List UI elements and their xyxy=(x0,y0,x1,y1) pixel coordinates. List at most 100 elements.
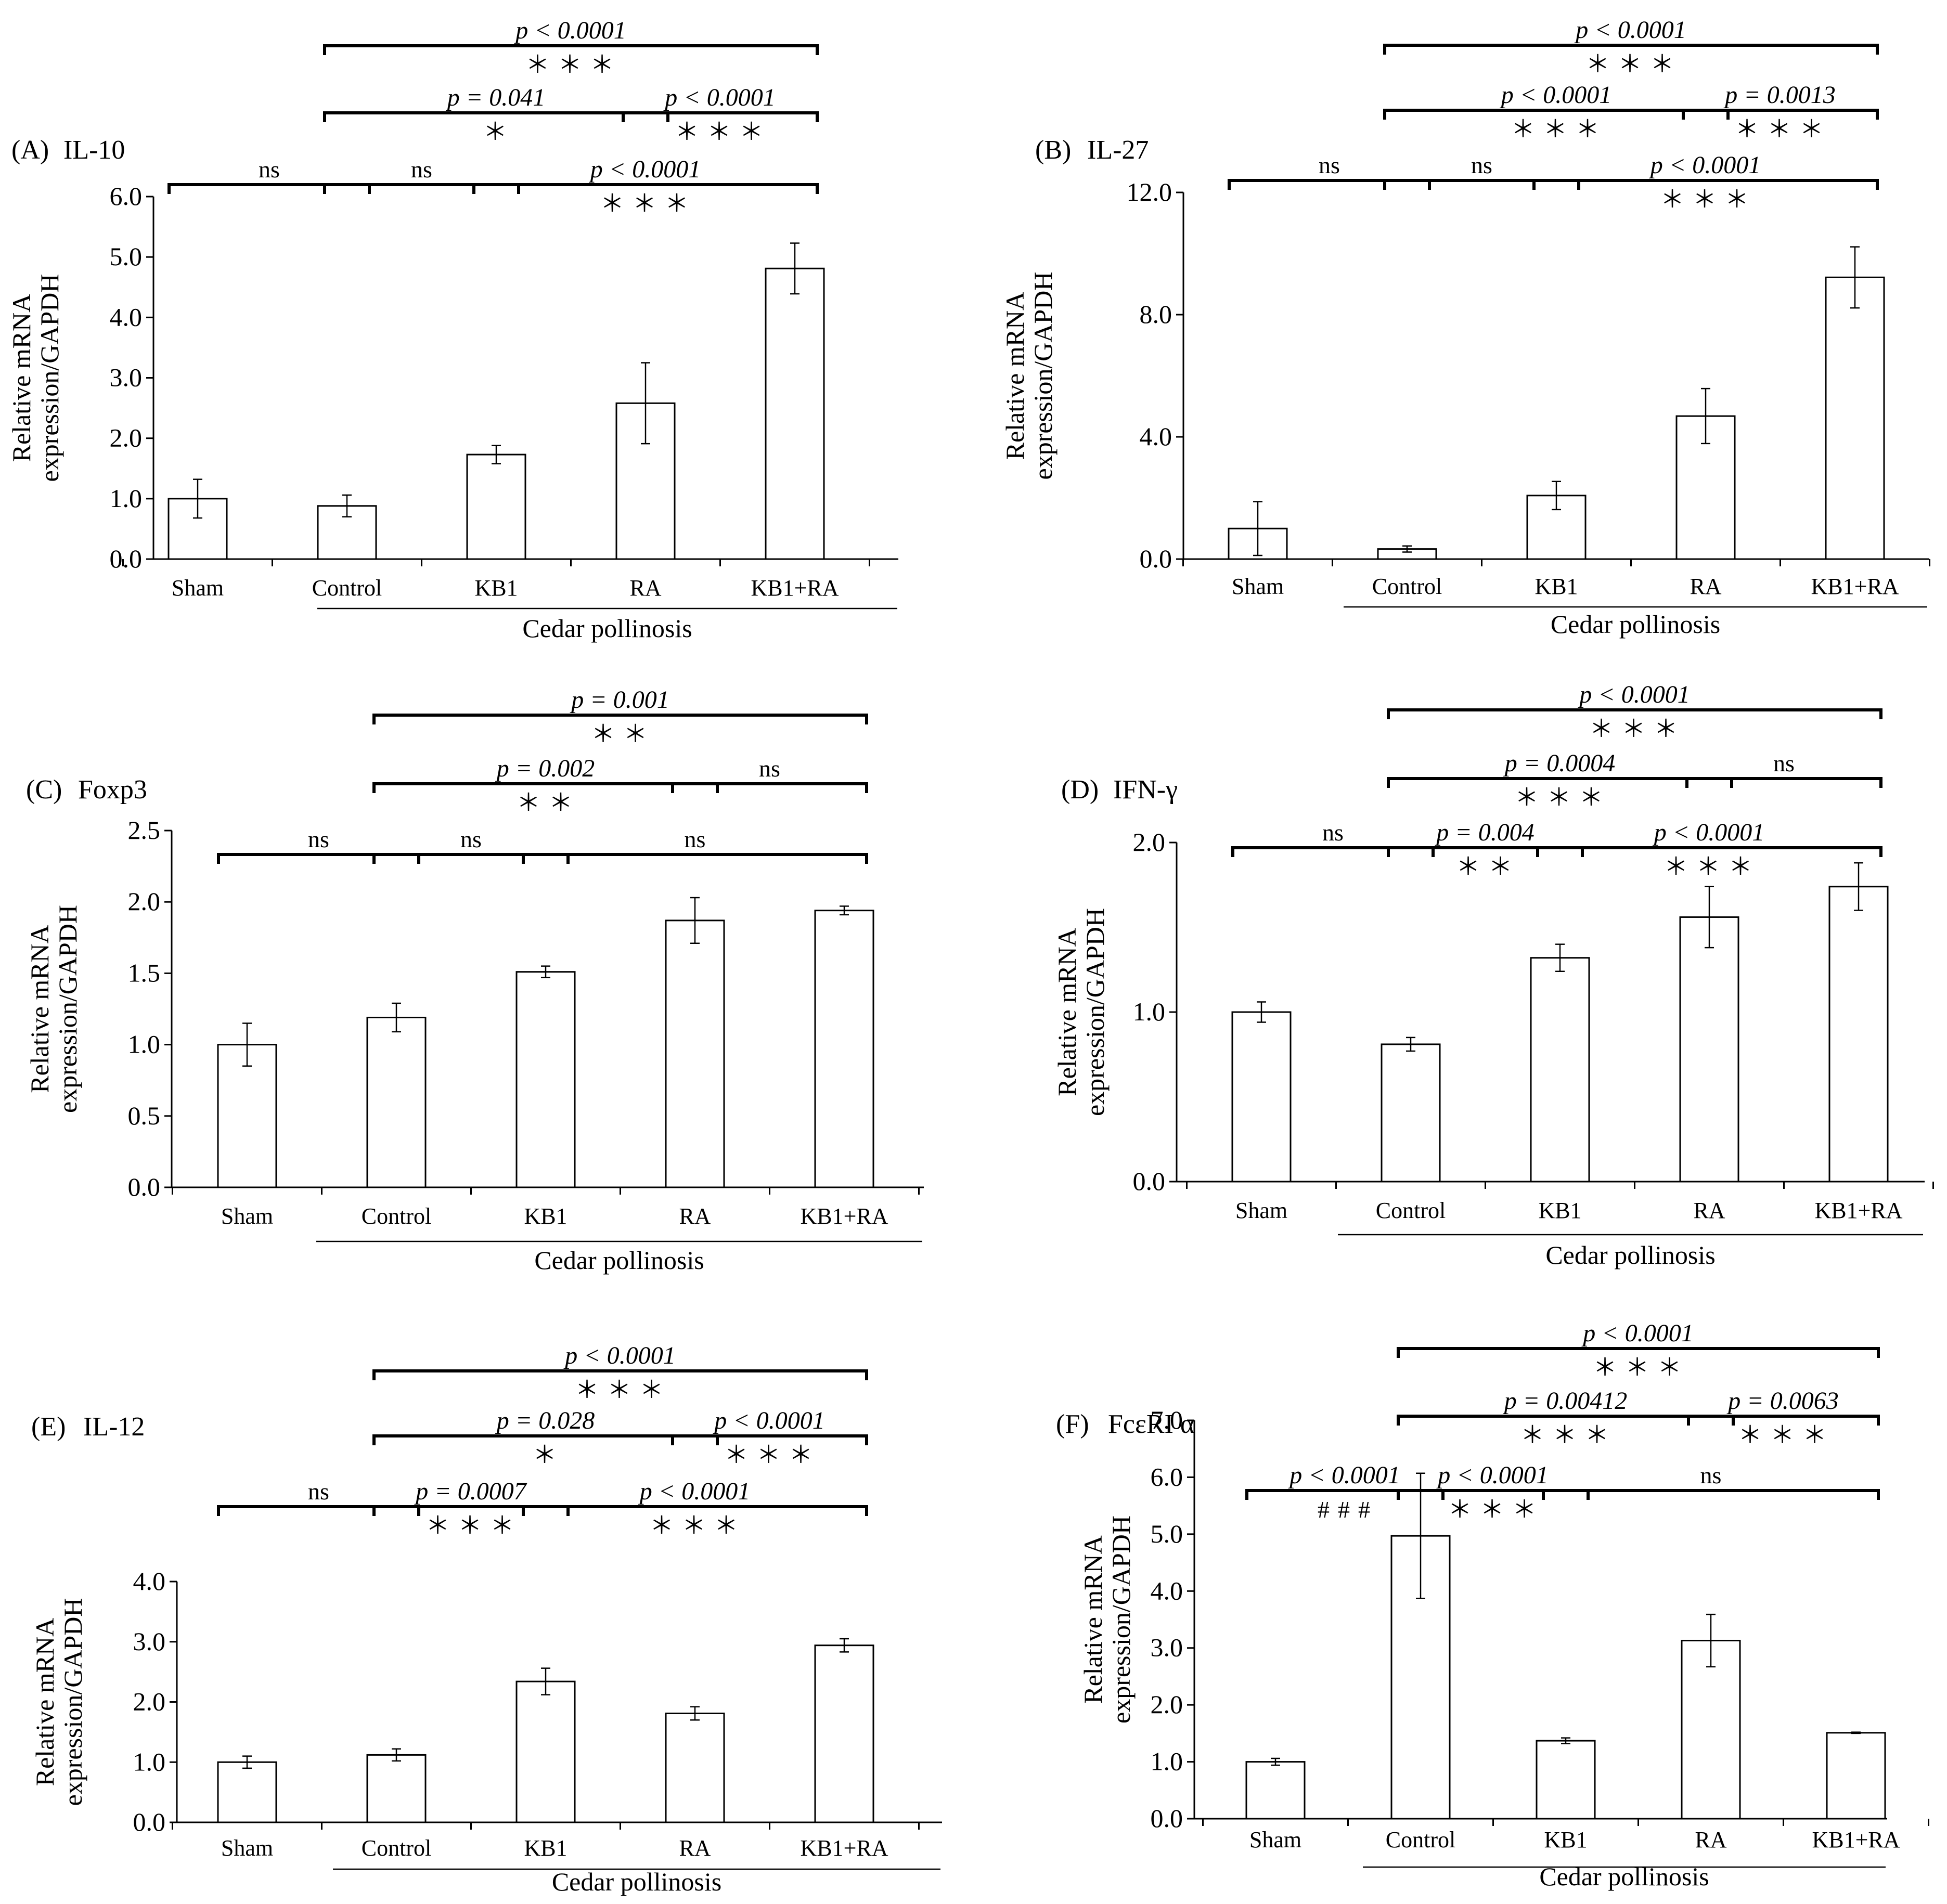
x-tick-label: RA xyxy=(679,1203,711,1229)
y-axis-label: Relative mRNA xyxy=(1078,1535,1107,1704)
significance-marker: ＊＊＊ xyxy=(1515,784,1611,811)
y-tick-label: 1.0 xyxy=(128,1030,161,1059)
significance-bracket: p = 0.028 ＊ xyxy=(372,1407,719,1468)
significance-bracket: ns xyxy=(323,156,520,194)
x-tick-label: Control xyxy=(1376,1198,1446,1223)
significance-marker: ＊＊＊ xyxy=(675,119,772,145)
x-tick-label: Sham xyxy=(221,1835,273,1861)
significance-marker: ＊ xyxy=(483,119,515,145)
x-tick-label: RA xyxy=(1695,1827,1726,1853)
significance-bracket: ns xyxy=(1542,1462,1880,1500)
significance-marker: ＊＊＊ xyxy=(1511,116,1608,143)
bracket-line xyxy=(372,853,570,864)
bracket-line xyxy=(372,1505,570,1516)
x-tick-label: Sham xyxy=(172,575,224,601)
significance-bracket: ns xyxy=(1685,750,1882,788)
bar-kb1 xyxy=(515,971,576,1188)
significance-bracket: p = 0.002 ＊＊ xyxy=(372,755,719,816)
p-value-label: p < 0.0001 xyxy=(663,84,775,111)
y-tick-label: 2.0 xyxy=(133,1687,166,1716)
ns-label: ns xyxy=(1471,152,1492,178)
ns-label: ns xyxy=(685,826,706,852)
bar-kb1 xyxy=(1530,957,1590,1183)
bracket-line xyxy=(1397,1415,1735,1426)
y-tick-label: 3.0 xyxy=(110,363,143,392)
panel-letter: (E) xyxy=(31,1412,66,1442)
p-value-label: p < 0.0001 xyxy=(514,17,626,44)
bracket-line xyxy=(1682,109,1879,120)
ns-label: ns xyxy=(759,755,780,782)
p-value-label: p = 0.041 xyxy=(446,84,545,111)
ns-label: ns xyxy=(1319,152,1340,178)
bar-ra xyxy=(1679,916,1739,1183)
significance-marker: ＊＊＊ xyxy=(1520,1422,1617,1448)
panel-title: Foxp3 xyxy=(78,775,147,805)
significance-bracket: ns xyxy=(1231,819,1435,857)
significance-bracket: p < 0.0001 ＊＊＊ xyxy=(1383,16,1879,77)
y-tick-label: 7.0 xyxy=(1151,1405,1183,1434)
significance-bracket: p < 0.0001 ＊＊＊ xyxy=(671,1407,868,1468)
bracket-line xyxy=(167,183,371,194)
y-tick-label: 0.0 xyxy=(128,1172,161,1201)
ns-label: ns xyxy=(1773,750,1795,776)
p-value-label: p < 0.0001 xyxy=(1288,1461,1400,1489)
y-tick-label: 2.0 xyxy=(1133,827,1166,857)
group-label: Cedar pollinosis xyxy=(534,1246,704,1275)
y-tick-label: 2.0 xyxy=(1151,1690,1183,1719)
significance-bracket: p = 0.00412 ＊＊＊ xyxy=(1397,1387,1735,1448)
panel-letter: (B) xyxy=(1035,135,1071,165)
x-tick-label: KB1 xyxy=(524,1203,567,1229)
x-tick-label: RA xyxy=(1690,574,1721,599)
bar-ra xyxy=(665,1712,725,1823)
x-tick-label: KB1 xyxy=(1544,1827,1587,1853)
y-tick-label: 0.5 xyxy=(128,1101,161,1130)
y-tick-label: 4.0 xyxy=(110,302,143,331)
x-tick-label: KB1 xyxy=(524,1835,567,1861)
p-value-label: p < 0.0001 xyxy=(1500,81,1611,109)
bracket-line xyxy=(1387,846,1584,857)
y-tick-label: 2.0 xyxy=(128,887,161,916)
y-axis-label: expression/GAPDH xyxy=(53,905,82,1113)
x-tick-label: RA xyxy=(1693,1198,1725,1223)
bracket-line xyxy=(372,714,868,724)
bar-kb1-ra xyxy=(1825,276,1885,560)
significance-bracket: p = 0.0013 ＊＊＊ xyxy=(1682,81,1879,143)
bar-sham xyxy=(217,1761,277,1823)
y-tick-label: 0.0 xyxy=(1140,544,1172,573)
p-value-label: p = 0.002 xyxy=(495,755,595,782)
p-value-label: p < 0.0001 xyxy=(1581,1319,1693,1347)
bracket-line xyxy=(1397,1489,1590,1500)
bracket-line xyxy=(372,1369,868,1380)
significance-marker: ＊＊＊ xyxy=(600,190,697,217)
p-value-label: p < 0.0001 xyxy=(1436,1461,1548,1489)
ns-label: ns xyxy=(259,156,280,183)
ns-label: ns xyxy=(460,826,482,852)
x-tick-label: KB1+RA xyxy=(1811,574,1899,599)
significance-marker: ＊＊ xyxy=(1456,853,1521,880)
x-tick-label: Sham xyxy=(1232,574,1284,599)
bracket-line xyxy=(1685,777,1882,788)
y-axis-label: Relative mRNA xyxy=(7,294,36,462)
y-tick-label: 1.0 xyxy=(1133,997,1166,1026)
bracket-line xyxy=(1542,1489,1880,1500)
significance-marker: ＊＊＊ xyxy=(1735,116,1832,143)
p-value-label: p = 0.0063 xyxy=(1726,1387,1838,1415)
p-value-label: p = 0.028 xyxy=(495,1407,595,1434)
y-tick-label: 3.0 xyxy=(1151,1633,1183,1662)
significance-bracket: p < 0.0001 ＊＊＊ xyxy=(1532,151,1879,213)
significance-bracket: p < 0.0001 ＊＊＊ xyxy=(1397,1461,1590,1523)
bracket-line xyxy=(1387,708,1882,719)
significance-marker: ＊＊＊ xyxy=(575,1377,672,1403)
significance-marker: ＊＊＊ xyxy=(1660,186,1757,213)
x-tick-label: RA xyxy=(629,575,661,601)
significance-marker: ＊＊＊ xyxy=(1586,51,1683,77)
y-tick-label: 4.0 xyxy=(1151,1576,1183,1605)
panel-title: IL-12 xyxy=(83,1412,145,1442)
y-tick-label: 0.0 xyxy=(1151,1804,1183,1833)
y-tick-label: 1.0 xyxy=(133,1747,166,1776)
y-tick-label: 1.0 xyxy=(1151,1747,1183,1776)
significance-bracket: p = 0.004 ＊＊ xyxy=(1387,819,1584,880)
significance-bracket: p < 0.0001 ### xyxy=(1245,1461,1445,1523)
x-tick-label: KB1+RA xyxy=(1814,1198,1902,1223)
